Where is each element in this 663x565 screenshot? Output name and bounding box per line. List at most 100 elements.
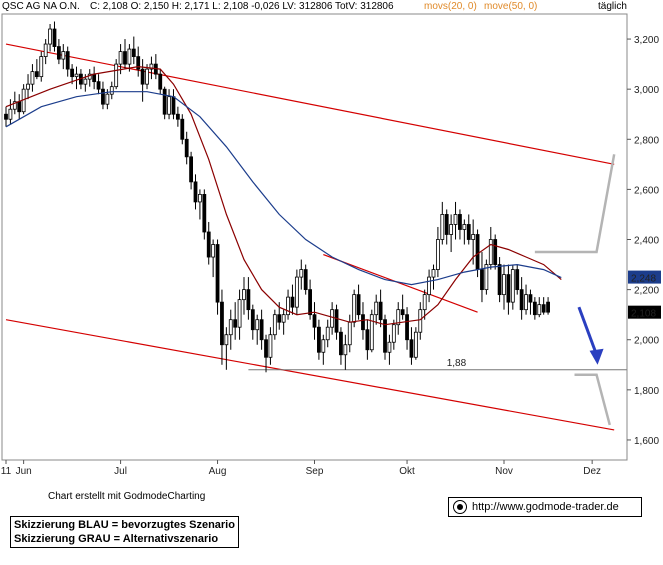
candle-body (61, 51, 66, 60)
candle-body (136, 56, 141, 70)
candle-body (12, 101, 17, 110)
alt-scenario-down (574, 373, 611, 426)
candle-body (74, 73, 79, 78)
price-tag-label-ema: 2,248 (631, 274, 656, 285)
candle-body (413, 331, 418, 358)
candle-body (519, 289, 524, 311)
candle-body (255, 319, 260, 331)
x-tick-label: 11 (1, 466, 12, 477)
candle-body (405, 314, 409, 341)
header-ma20: movs(20, 0) (424, 1, 477, 12)
x-tick-label: Jul (114, 466, 127, 477)
candle-body (321, 339, 326, 353)
candle-body (228, 319, 233, 336)
candle-body (391, 324, 396, 343)
candle-body (330, 309, 335, 328)
candle-body (8, 108, 13, 120)
candle-body (347, 321, 352, 346)
candles (4, 21, 550, 373)
candle-body (237, 299, 242, 328)
candle-body (215, 244, 220, 303)
candle-body (26, 83, 30, 90)
channel-lower (5, 319, 615, 431)
candle-body (34, 71, 39, 78)
candle-body (198, 194, 202, 203)
candle-body (48, 28, 52, 45)
candle-body (224, 334, 229, 346)
header-symbol: QSC AG NA O.N. (2, 1, 80, 12)
candle-body (70, 68, 75, 78)
candle-body (462, 224, 467, 230)
website-link[interactable]: http://www.godmode-trader.de (448, 497, 642, 517)
candle-body (158, 73, 163, 90)
candle-body (294, 276, 299, 308)
candle-body (268, 334, 273, 358)
candle-body (211, 244, 216, 258)
price-tag-close (628, 305, 661, 319)
support-label: 1,88 (447, 358, 467, 369)
candle-body (532, 301, 537, 316)
x-tick-label: Sep (306, 466, 324, 477)
scenario-arrowhead (589, 348, 604, 365)
ema50-line (5, 91, 562, 286)
candle-body (343, 344, 348, 356)
candle-body (383, 319, 387, 353)
candle-body (387, 341, 392, 353)
candle-body (471, 234, 476, 240)
moving-averages (5, 65, 562, 326)
x-tick-label: Dez (583, 466, 601, 477)
candle-body (444, 214, 449, 235)
candle-body (56, 46, 61, 60)
candle-body (431, 269, 436, 278)
candle-body (127, 48, 132, 65)
price-tag-ema (628, 270, 661, 284)
candle-body (123, 51, 127, 65)
x-tick-label: Aug (209, 466, 227, 477)
candle-body (308, 289, 312, 316)
candle-body (118, 51, 123, 65)
candle-body (180, 118, 185, 140)
candle-body (317, 326, 321, 353)
candle-body (356, 294, 361, 316)
y-tick-label: 2,800 (634, 135, 659, 146)
y-tick-label: 2,000 (634, 336, 659, 347)
candle-body (30, 71, 35, 85)
candle-body (242, 289, 246, 301)
candle-body (246, 289, 251, 311)
candle-body (202, 194, 207, 233)
candle-body (281, 314, 286, 323)
candle-body (290, 296, 295, 308)
resistance-line (323, 253, 478, 313)
candle-body (374, 301, 379, 316)
x-tick-label: Nov (495, 466, 513, 477)
candle-body (453, 214, 458, 225)
candle-body (171, 96, 176, 115)
candle-body (440, 214, 445, 240)
y-tick-label: 3,200 (634, 35, 659, 46)
candle-body (427, 276, 431, 296)
y-tick-label: 1,600 (634, 436, 659, 447)
candle-body (206, 231, 211, 258)
channel-upper (5, 43, 615, 165)
candle-body (96, 81, 101, 90)
candle-body (17, 101, 22, 113)
legend-grey: Skizzierung GRAU = Alternativszenario (14, 533, 219, 545)
candle-body (65, 51, 70, 70)
candle-body (488, 239, 493, 265)
candle-body (149, 63, 154, 70)
candle-body (528, 294, 533, 303)
candle-body (449, 224, 454, 235)
candle-body (510, 269, 515, 303)
candle-body (259, 319, 264, 341)
candle-body (409, 339, 414, 358)
candle-body (400, 309, 405, 316)
candle-body (184, 138, 189, 158)
website-url[interactable]: http://www.godmode-trader.de (472, 501, 619, 513)
candle-body (339, 331, 343, 356)
candle-body (325, 326, 330, 341)
candle-body (515, 269, 520, 291)
candle-body (131, 48, 136, 57)
candle-body (378, 301, 383, 321)
candle-body (484, 264, 489, 291)
candle-body (541, 304, 546, 313)
